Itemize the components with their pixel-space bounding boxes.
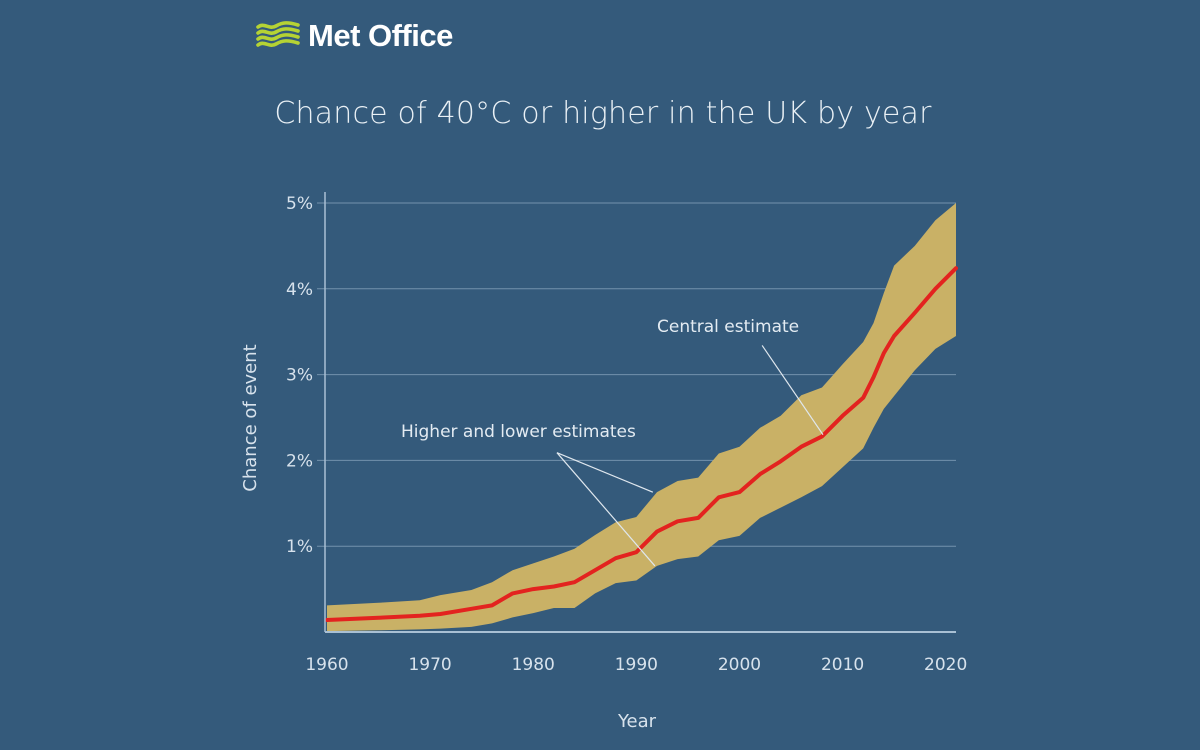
y-axis-title: Chance of event [240,344,261,491]
annotation-pointer-0-0 [556,452,654,493]
chart-title: Chance of 40°C or higher in the UK by ye… [274,96,932,131]
estimate-band-area [327,203,956,632]
x-tick-label: 1980 [512,655,555,675]
x-tick-label: 1970 [408,655,451,675]
x-tick-labels: 1960 1970 1980 1990 2000 2010 2020 [305,655,967,675]
wave-stripes-icon [256,21,300,47]
annotation-higher-lower: Higher and lower estimates [401,422,636,442]
annotation-pointer-0-1 [556,452,656,567]
x-tick-label: 1990 [615,655,658,675]
y-tick-label: 4% [286,280,313,300]
y-tick-label: 3% [286,366,313,386]
met-office-logo: Met Office [255,18,453,54]
y-tick-label: 1% [286,537,313,557]
annotation-pointer-1-0 [761,345,824,435]
x-tick-label: 2010 [821,655,864,675]
y-tick-label: 5% [286,194,313,214]
x-tick-label: 2000 [718,655,761,675]
annotation-central: Central estimate [657,317,799,337]
annotation-lines [556,345,824,567]
central-line-layer [325,266,958,622]
estimate-band-layer [327,203,956,632]
y-tick-label: 2% [286,451,313,471]
x-tick-label: 1960 [305,655,348,675]
x-tick-label: 2020 [924,655,967,675]
brand-name: Met Office [308,18,453,53]
x-axis-title: Year [617,711,657,732]
central-estimate-line [325,266,958,622]
y-tick-labels: 1% 2% 3% 4% 5% [286,194,313,557]
axes [324,192,956,633]
